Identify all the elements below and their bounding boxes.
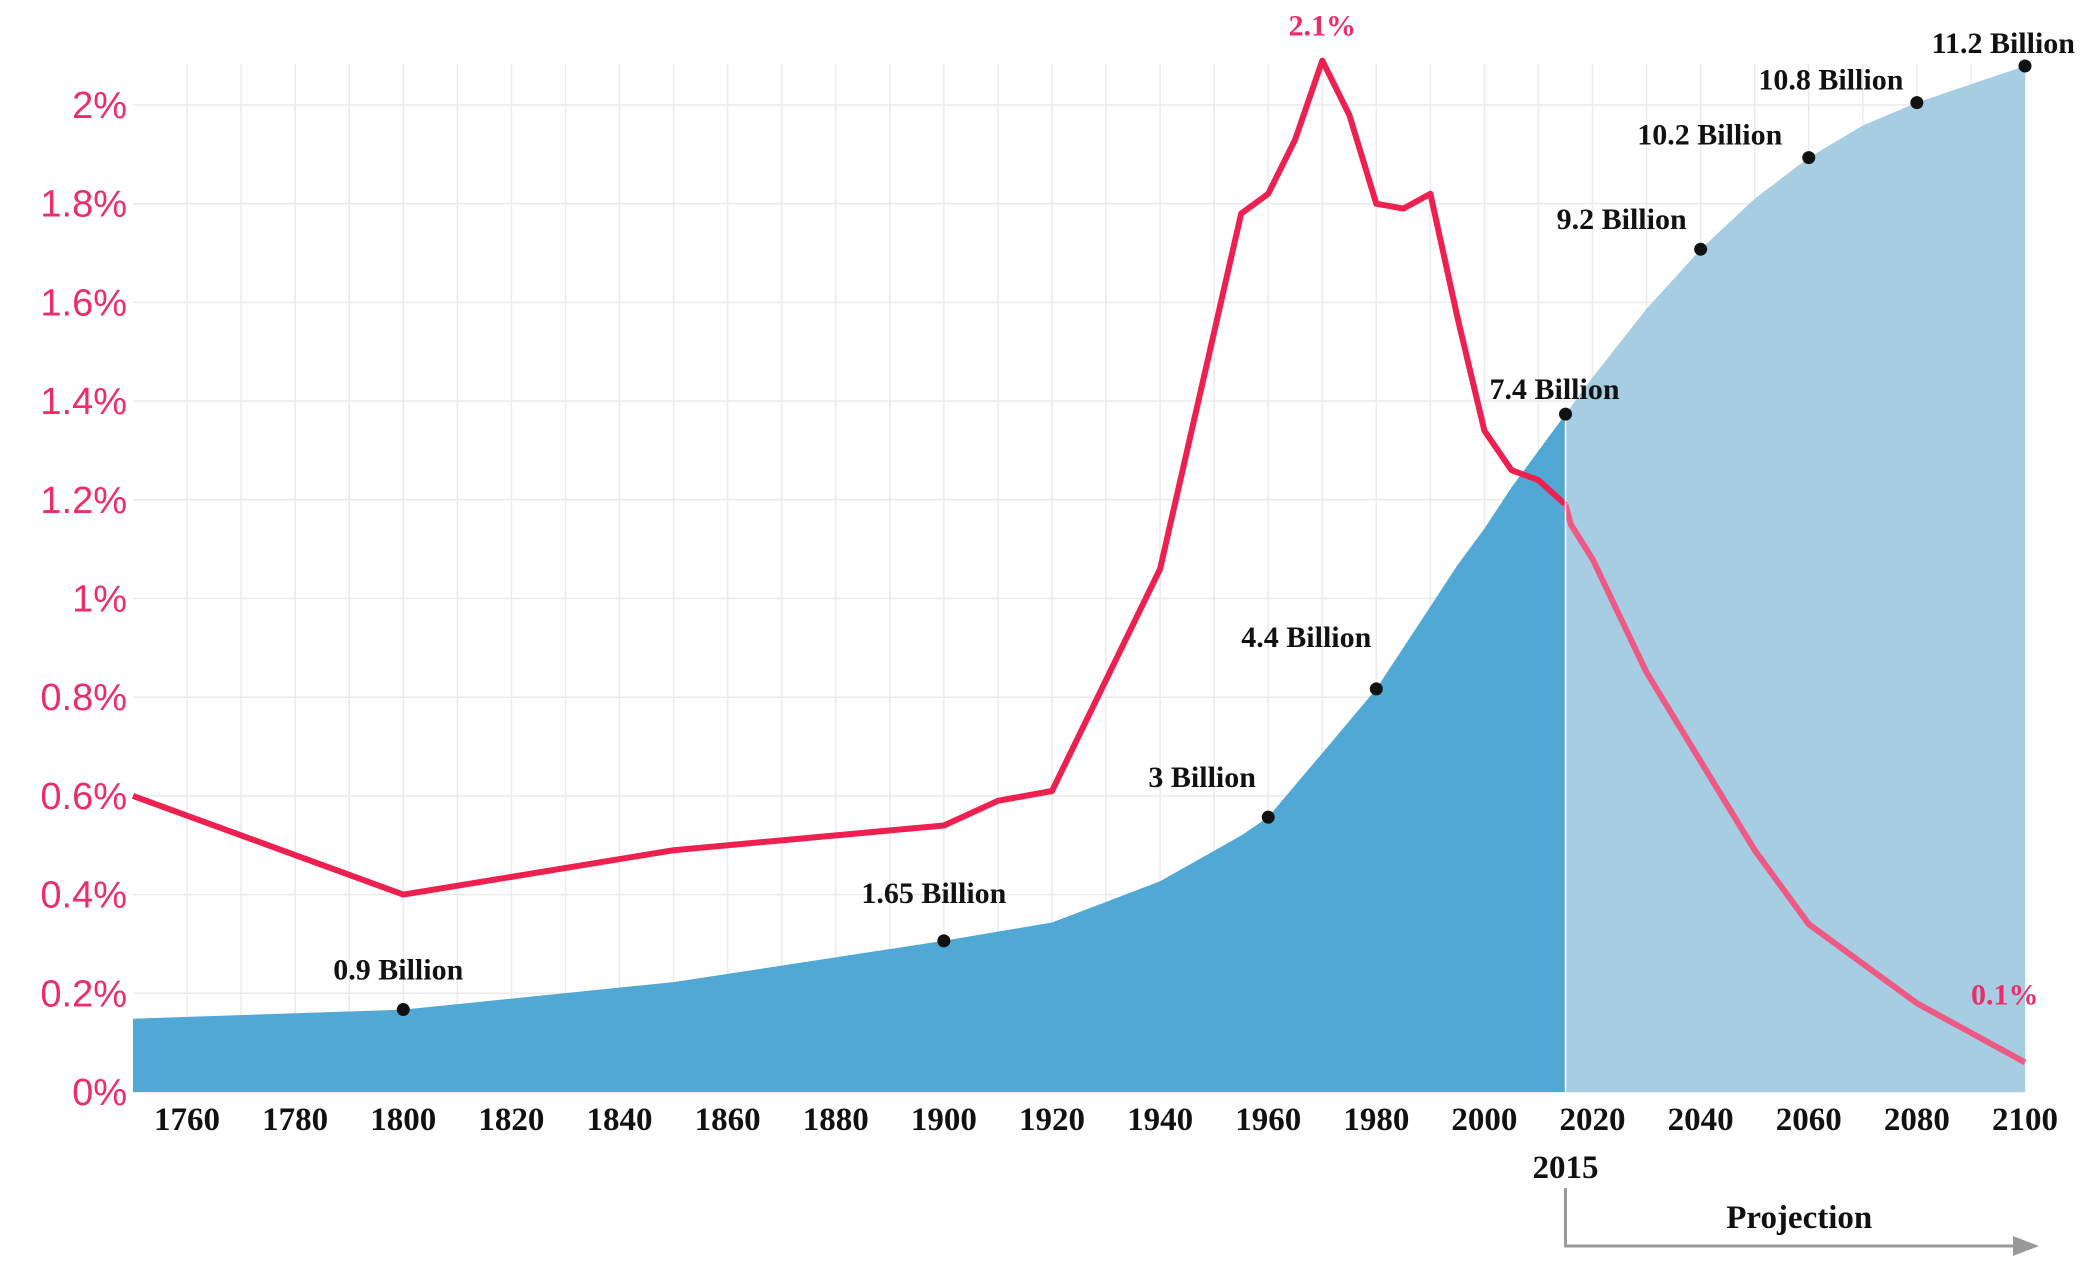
x-tick-label: 1840: [587, 1102, 653, 1138]
population-area-group: [133, 66, 2025, 1093]
population-point: [396, 1003, 410, 1017]
population-label: 1.65 Billion: [861, 877, 1006, 910]
y-tick-label: 0.4%: [40, 875, 127, 917]
x-tick-label: 1960: [1235, 1102, 1301, 1138]
projection-arrow: [1564, 1188, 2019, 1248]
population-label: 10.8 Billion: [1758, 64, 1903, 97]
x-tick-label: 2020: [1560, 1102, 1626, 1138]
x-tick-label: 1780: [262, 1102, 328, 1138]
x-axis-tick-labels: 1760 1780 1800 1820 1840 1860 1880 1900 1920 1940…: [154, 1102, 2058, 1138]
population-point: [1694, 242, 1708, 256]
x-tick-label: 2040: [1668, 1102, 1734, 1138]
population-point: [1369, 682, 1383, 696]
y-tick-label: 0%: [72, 1072, 127, 1114]
population-label: 4.4 Billion: [1241, 621, 1371, 654]
population-area-historical: [133, 414, 1566, 1093]
growth-rate-line-group: [131, 57, 2027, 1066]
population-point: [1910, 96, 1924, 110]
y-tick-label: 0.6%: [40, 776, 127, 818]
population-label: 7.4 Billion: [1490, 373, 1620, 406]
population-point: [1261, 810, 1275, 824]
growth-rate-label: 0.1%: [1971, 979, 2039, 1012]
y-tick-label: 1.8%: [40, 184, 127, 226]
projection-arrowhead-icon: [2013, 1236, 2039, 1256]
x-tick-label: 1940: [1127, 1102, 1193, 1138]
split-year-label: 2015: [1533, 1150, 1599, 1186]
x-tick-label: 1820: [478, 1102, 544, 1138]
population-label: 11.2 Billion: [1932, 27, 2076, 60]
x-tick-label: 2000: [1451, 1102, 1517, 1138]
y-tick-label: 1.2%: [40, 480, 127, 522]
x-tick-label: 1920: [1019, 1102, 1085, 1138]
x-tick-label: 1880: [803, 1102, 869, 1138]
population-label: 10.2 Billion: [1637, 119, 1782, 152]
y-tick-label: 1.6%: [40, 282, 127, 324]
x-tick-label: 1860: [695, 1102, 761, 1138]
y-tick-label: 0.2%: [40, 973, 127, 1015]
population-label: 9.2 Billion: [1557, 203, 1687, 236]
annotation-labels: 0.9 Billion 1.65 Billion 3 Billion 4.4 Bill…: [333, 10, 2075, 1012]
growth-rate-line-projection: [1562, 503, 2027, 1066]
x-tick-label: 1980: [1343, 1102, 1409, 1138]
x-tick-label: 1760: [154, 1102, 220, 1138]
y-tick-label: 1%: [72, 579, 127, 621]
y-tick-label: 1.4%: [40, 381, 127, 423]
population-point: [1559, 407, 1573, 421]
population-label: 3 Billion: [1148, 761, 1256, 794]
projection-label: Projection: [1726, 1200, 1872, 1236]
x-tick-label: 1900: [911, 1102, 977, 1138]
x-tick-label: 2100: [1992, 1102, 2058, 1138]
y-tick-label: 2%: [72, 85, 127, 127]
y-tick-label: 0.8%: [40, 677, 127, 719]
population-point: [1802, 151, 1816, 165]
x-tick-label: 2060: [1776, 1102, 1842, 1138]
growth-rate-label: 2.1%: [1289, 10, 1357, 43]
population-label: 0.9 Billion: [333, 954, 463, 987]
population-data-points: [396, 59, 2032, 1017]
population-point: [937, 934, 951, 948]
x-tick-label: 1800: [370, 1102, 436, 1138]
growth-rate-line-historical: [131, 57, 1568, 898]
x-tick-label: 2080: [1884, 1102, 1950, 1138]
population-area-projection: [1565, 66, 2025, 1092]
y-axis-tick-labels: 0% 0.2% 0.4% 0.6% 0.8% 1% 1.2% 1.4% 1.6% 1.8% 2%: [40, 85, 127, 1114]
population-point: [2018, 59, 2032, 73]
